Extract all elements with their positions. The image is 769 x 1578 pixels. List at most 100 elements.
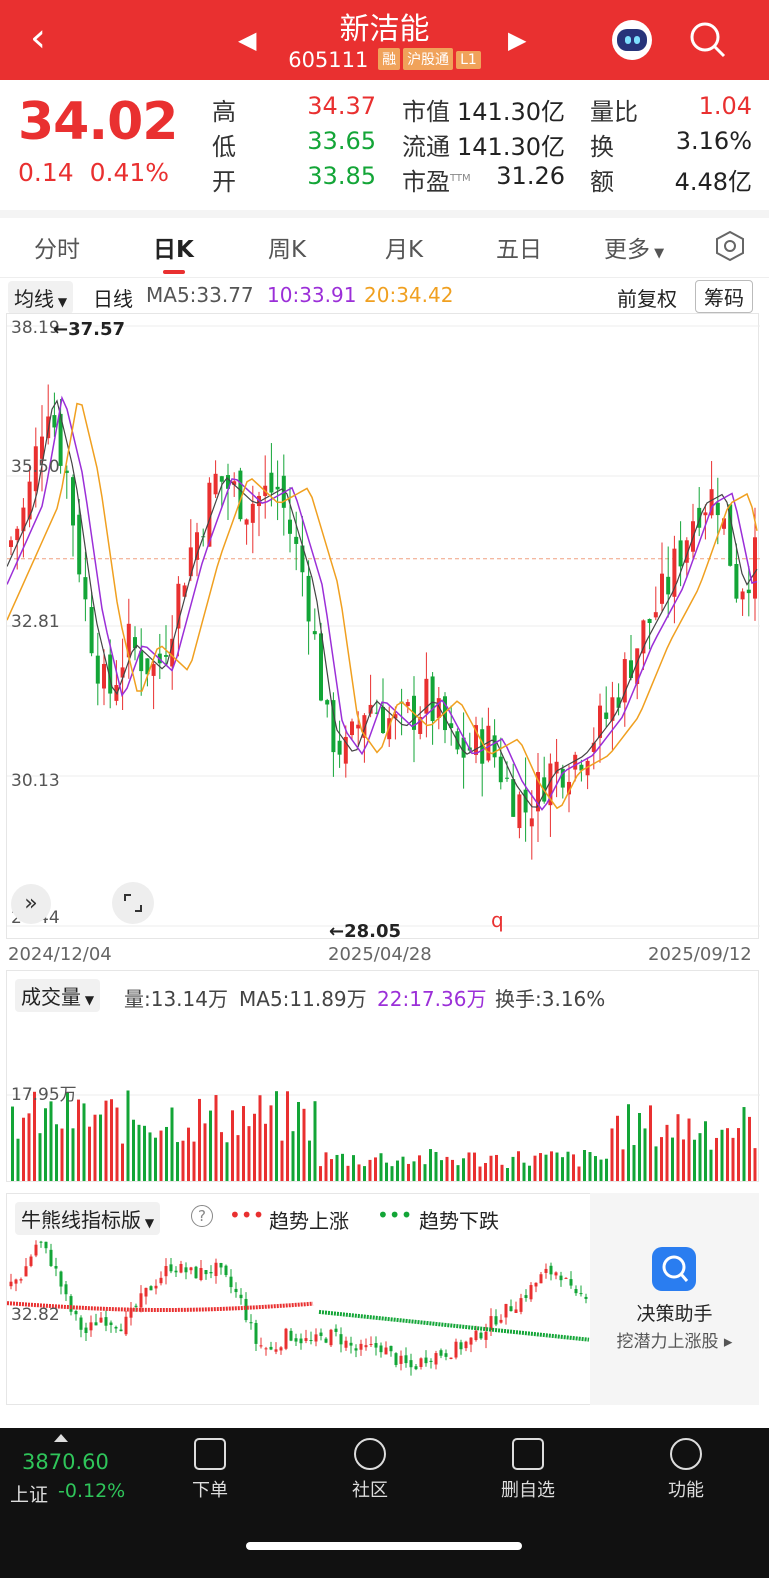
indicator-chart[interactable]: 牛熊线指标版 ▼ ? ••• 趋势上涨 ••• 趋势下跌 32.82 [6,1193,759,1405]
volume-bar [478,1166,482,1181]
candle-body [703,512,708,516]
ind-candle-body [209,1272,213,1274]
chips-button[interactable]: 筹码 [695,280,753,313]
ind-candle-body [189,1267,193,1271]
robot-assistant-icon[interactable] [612,20,652,60]
nav-functions[interactable]: 功能 [636,1438,736,1502]
decision-assistant-card[interactable]: 决策助手 挖潜力上涨股 ▸ [590,1193,759,1405]
volume-bar [82,1103,86,1181]
settings-icon[interactable] [714,230,746,262]
nav-community[interactable]: 社区 [320,1438,420,1502]
volume-bar [638,1113,641,1181]
candle-body [635,648,640,685]
volume-bar [440,1160,443,1181]
expand-up-icon[interactable] [54,1434,68,1442]
volume-bar [154,1137,157,1181]
high-label: 高 [212,98,236,126]
volume-bar [55,1124,58,1181]
candle-body [188,547,193,577]
volume-bar [214,1095,218,1181]
volume-bar [412,1161,416,1181]
volume-bar [209,1110,212,1181]
volume-selector[interactable]: 成交量 ▼ [15,979,101,1012]
volume-bar [715,1137,718,1181]
volume-bar [379,1153,383,1181]
ind-candle-body [364,1345,368,1348]
volume-bar [236,1135,240,1181]
tab-weekly[interactable]: 周K [268,237,307,263]
candle-body [294,536,299,544]
candle-body [480,729,485,764]
tab-more[interactable]: 更多 ▼ [604,237,665,263]
candle-body [598,705,602,738]
candle-body [133,637,137,649]
ind-candle-body [199,1268,203,1280]
ind-candle-body [574,1288,578,1294]
volume-bar [308,1140,311,1181]
date-start: 2024/12/04 [8,944,112,965]
candle-body [567,781,571,795]
volume-bar [500,1164,504,1181]
volume-bar [506,1168,509,1181]
next-stock-icon[interactable]: ▶ [508,26,527,54]
ma10-value: 10:33.91 [267,283,357,307]
volume-bar [44,1108,47,1181]
ind-candle-body [549,1265,553,1275]
indicator-y-label: 32.82 [11,1305,60,1325]
candle-body [95,655,100,684]
change-pct: 0.41% [89,158,170,187]
kline-chart[interactable]: 38.19 35.50 32.81 30.13 27.44 ←37.57 ←28… [6,313,760,942]
help-icon[interactable]: ? [191,1205,213,1227]
candle-body [145,658,150,675]
volume-bar [269,1105,273,1181]
volume-bar [385,1162,388,1181]
candle-body [728,504,733,566]
candle-body [560,768,565,788]
index-value[interactable]: 3870.60 [22,1450,109,1474]
tab-monthly[interactable]: 月K [385,237,424,263]
volume-chart[interactable]: 成交量 ▼ 量:13.14万 MA5:11.89万 22:17.36万 换手:3… [6,970,760,1182]
volume-bar [247,1126,251,1181]
back-icon[interactable]: ‹ [30,15,46,61]
nav-remove-watch[interactable]: 删自选 [478,1438,578,1502]
expand-left-icon[interactable]: » [11,884,51,924]
volume-bar [693,1139,696,1181]
tab-intraday[interactable]: 分时 [34,237,80,263]
ind-candle-body [354,1348,358,1351]
tab-daily[interactable]: 日K [153,237,194,263]
ind-candle-body [309,1340,313,1342]
volume-bar [319,1166,322,1181]
ma-selector[interactable]: 均线 ▼ [8,281,74,314]
candle-body [684,540,689,563]
ind-candle-body [164,1266,168,1277]
candle-body [511,779,516,817]
y-label-3: 32.81 [11,612,60,632]
volume-bar [726,1128,729,1181]
volume-bar [737,1128,740,1181]
nav-order[interactable]: 下单 [160,1438,260,1502]
adjust-mode[interactable]: 前复权 [617,287,677,311]
volume-bar [533,1155,537,1181]
candle-body [244,519,249,525]
prev-stock-icon[interactable]: ◀ [238,26,257,54]
volume-bar [170,1107,174,1181]
candle-body [108,654,113,694]
volume-bar [187,1127,190,1181]
volume-bar [11,1106,14,1181]
tab-fiveday[interactable]: 五日 [496,237,542,263]
ind-candle-body [509,1306,513,1312]
indicator-selector[interactable]: 牛熊线指标版 ▼ [15,1202,161,1235]
high-marker: ←37.57 [53,319,126,340]
search-icon[interactable] [688,20,728,60]
ind-candle-body [154,1285,158,1289]
candle-body [52,415,57,428]
fullscreen-icon[interactable] [112,882,154,924]
volume-bar [93,1114,97,1181]
volume-bar [473,1152,476,1181]
bull-line [7,1301,314,1313]
ind-candle-body [494,1316,498,1325]
ind-candle-body [414,1366,418,1370]
volume-bar [698,1133,702,1181]
candle-body [250,503,255,523]
candle-body [505,777,509,779]
